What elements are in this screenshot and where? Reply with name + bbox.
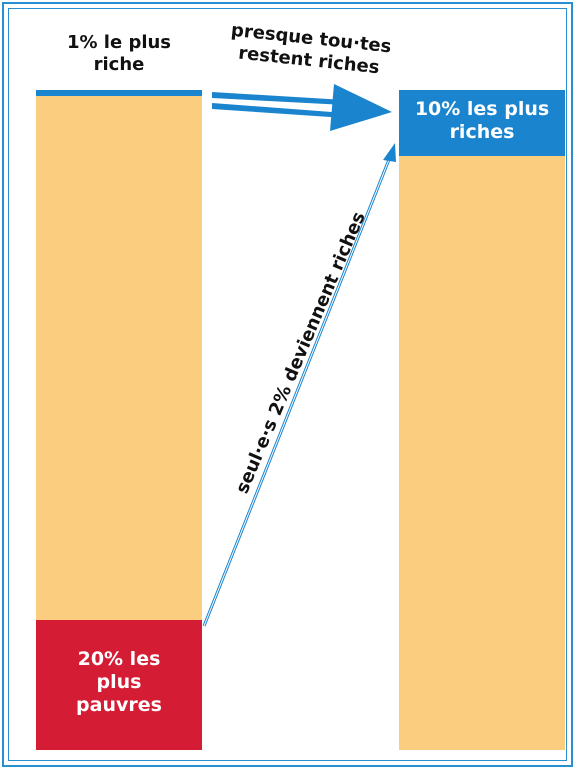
diagonal-arrow <box>202 143 396 627</box>
inner-frame <box>8 8 567 761</box>
right-bar-richest-segment <box>399 90 565 156</box>
left-bar <box>36 90 202 750</box>
label-bottom-left: 20% les plus pauvres <box>76 648 162 717</box>
left-bar-top-richest-segment <box>36 90 202 96</box>
label-top-left: 1% le plus riche <box>66 32 172 75</box>
top-arrow <box>212 84 392 131</box>
label-right-top: 10% les plus riches <box>414 98 550 144</box>
left-bar-poorest-segment <box>36 620 202 750</box>
right-bar <box>399 90 565 750</box>
